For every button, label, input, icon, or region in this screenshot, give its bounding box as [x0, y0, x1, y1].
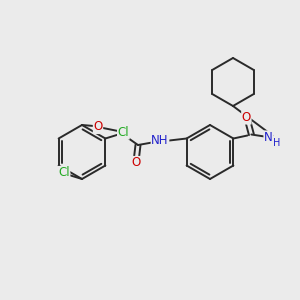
Text: O: O [242, 111, 251, 124]
Text: N: N [264, 131, 273, 144]
Text: Cl: Cl [58, 167, 70, 179]
Text: O: O [93, 121, 103, 134]
Text: O: O [131, 157, 141, 169]
Text: NH: NH [151, 134, 169, 148]
Text: Cl: Cl [118, 126, 129, 139]
Text: H: H [273, 137, 280, 148]
